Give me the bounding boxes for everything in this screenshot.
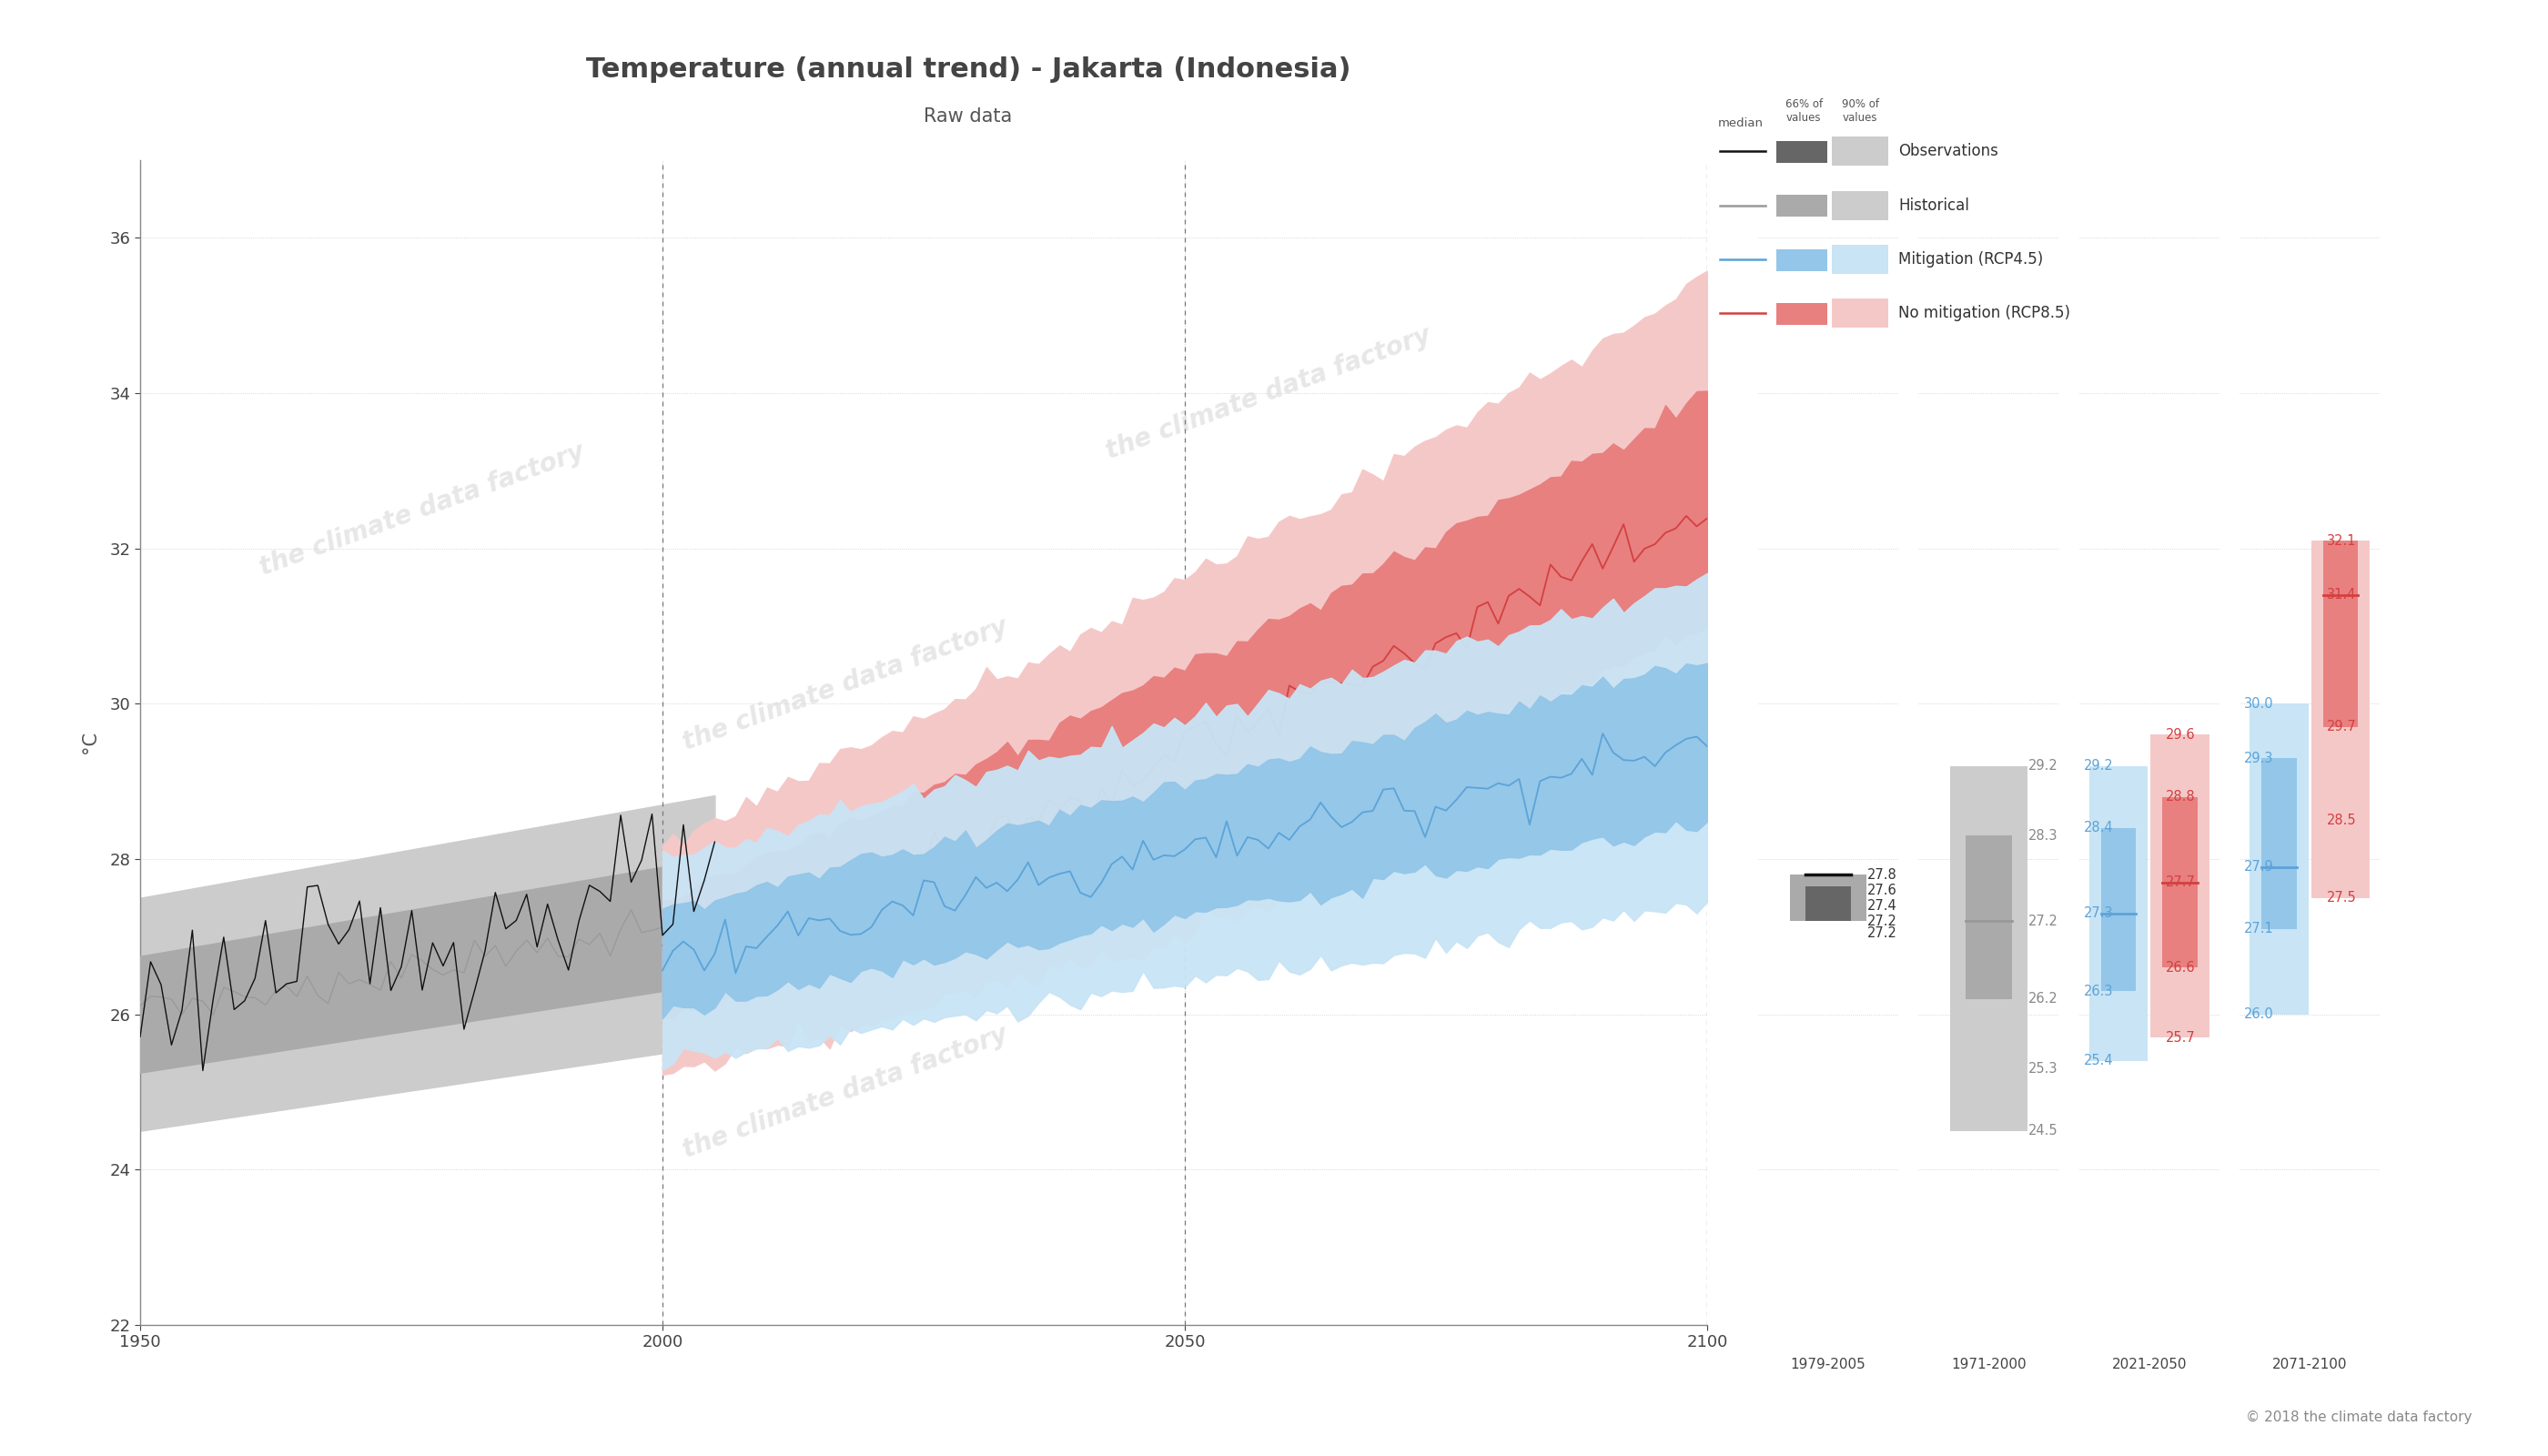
Text: 27.2: 27.2	[1868, 914, 1898, 927]
Text: 24.5: 24.5	[2028, 1124, 2059, 1137]
Text: 26.2: 26.2	[2028, 992, 2059, 1006]
Bar	[2250, 703, 2308, 1015]
Text: 25.7: 25.7	[2166, 1031, 2196, 1044]
Text: 1971-2000: 1971-2000	[1952, 1357, 2026, 1372]
Bar	[1804, 887, 1852, 922]
Bar	[2260, 759, 2296, 929]
Text: the climate data factory: the climate data factory	[1103, 729, 1435, 872]
Text: 32.1: 32.1	[2326, 534, 2357, 547]
Text: 29.2: 29.2	[2028, 759, 2059, 773]
Text: 2071-2100: 2071-2100	[2273, 1357, 2347, 1372]
Text: 26.6: 26.6	[2166, 961, 2196, 974]
Text: 27.8: 27.8	[1868, 868, 1898, 881]
Text: the climate data factory: the climate data factory	[257, 904, 589, 1047]
Text: Raw data: Raw data	[925, 108, 1012, 125]
Text: the climate data factory: the climate data factory	[1103, 322, 1435, 464]
Bar	[2089, 766, 2148, 1061]
Bar	[1949, 766, 2028, 1131]
Text: © 2018 the climate data factory: © 2018 the climate data factory	[2245, 1411, 2472, 1424]
Text: 26.0: 26.0	[2245, 1008, 2273, 1021]
Text: the climate data factory: the climate data factory	[257, 438, 589, 581]
Text: the climate data factory: the climate data factory	[680, 1021, 1012, 1163]
Text: Mitigation (RCP4.5): Mitigation (RCP4.5)	[1898, 250, 2043, 268]
Text: 27.9: 27.9	[2245, 860, 2273, 874]
Text: 26.3: 26.3	[2084, 984, 2112, 997]
Text: 27.2: 27.2	[1868, 926, 1898, 939]
Text: 28.5: 28.5	[2326, 814, 2357, 827]
Text: 27.6: 27.6	[1868, 884, 1898, 897]
Bar	[1789, 875, 1868, 922]
Bar	[2163, 796, 2199, 968]
Text: the climate data factory: the climate data factory	[680, 613, 1012, 756]
Text: 27.4: 27.4	[1868, 898, 1898, 913]
Text: 25.3: 25.3	[2028, 1061, 2059, 1076]
Text: 27.7: 27.7	[2166, 875, 2196, 890]
Bar	[1965, 836, 2013, 999]
Text: 27.1: 27.1	[2245, 922, 2273, 936]
Text: 30.0: 30.0	[2245, 697, 2273, 711]
Text: 27.3: 27.3	[2084, 907, 2112, 920]
Text: 2021-2050: 2021-2050	[2112, 1357, 2186, 1372]
Text: Observations: Observations	[1898, 143, 1998, 160]
Bar	[2311, 540, 2370, 898]
Bar	[2324, 540, 2359, 727]
Text: Historical: Historical	[1898, 197, 1970, 214]
Text: 25.4: 25.4	[2084, 1054, 2112, 1067]
Text: 29.7: 29.7	[2326, 721, 2357, 734]
Text: 29.6: 29.6	[2166, 728, 2196, 741]
Text: 27.2: 27.2	[2028, 914, 2059, 927]
Text: 90% of
values: 90% of values	[1842, 98, 1878, 124]
Text: 29.2: 29.2	[2084, 759, 2112, 773]
Text: median: median	[1717, 118, 1763, 130]
Y-axis label: °C: °C	[82, 731, 99, 754]
Bar	[2100, 828, 2135, 992]
Text: 31.4: 31.4	[2326, 588, 2357, 601]
Text: 1979-2005: 1979-2005	[1791, 1357, 1865, 1372]
Text: 27.5: 27.5	[2326, 891, 2357, 904]
Text: 28.8: 28.8	[2166, 791, 2196, 804]
Bar	[2151, 735, 2209, 1038]
Text: Temperature (annual trend) - Jakarta (Indonesia): Temperature (annual trend) - Jakarta (In…	[586, 57, 1350, 83]
Text: 66% of
values: 66% of values	[1786, 98, 1822, 124]
Text: 29.3: 29.3	[2245, 751, 2273, 764]
Text: No mitigation (RCP8.5): No mitigation (RCP8.5)	[1898, 304, 2072, 322]
Text: 28.3: 28.3	[2028, 828, 2059, 843]
Text: 28.4: 28.4	[2084, 821, 2112, 834]
